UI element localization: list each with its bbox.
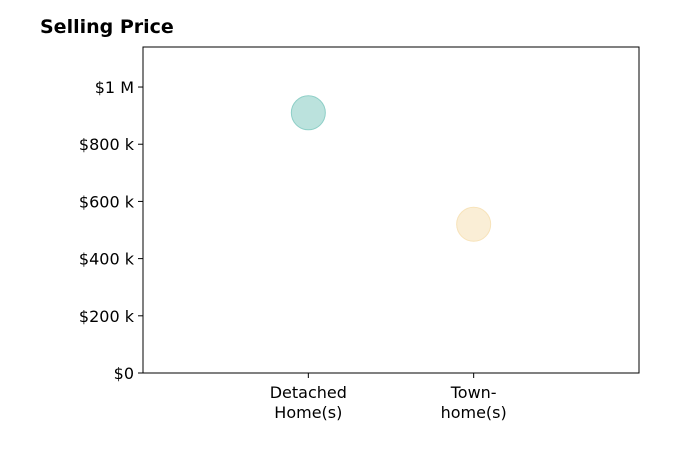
x-tick-label: home(s): [441, 403, 507, 422]
x-tick-label: Home(s): [274, 403, 342, 422]
data-point: [290, 95, 326, 131]
data-points: [290, 95, 492, 242]
y-tick-label: $1 M: [95, 78, 134, 97]
chart-title: Selling Price: [40, 16, 174, 38]
x-tick-label: Town-: [450, 383, 497, 402]
y-axis: $0 $200 k $400 k $600 k $800 k $1 M: [79, 78, 143, 383]
y-tick-label: $400 k: [79, 250, 135, 269]
x-tick-label: Detached: [270, 383, 347, 402]
y-tick-label: $600 k: [79, 192, 135, 211]
y-tick-label: $0: [114, 364, 134, 383]
y-tick-label: $800 k: [79, 135, 135, 154]
data-point: [456, 206, 492, 242]
y-tick-label: $200 k: [79, 307, 135, 326]
plot-frame: [142, 46, 640, 374]
